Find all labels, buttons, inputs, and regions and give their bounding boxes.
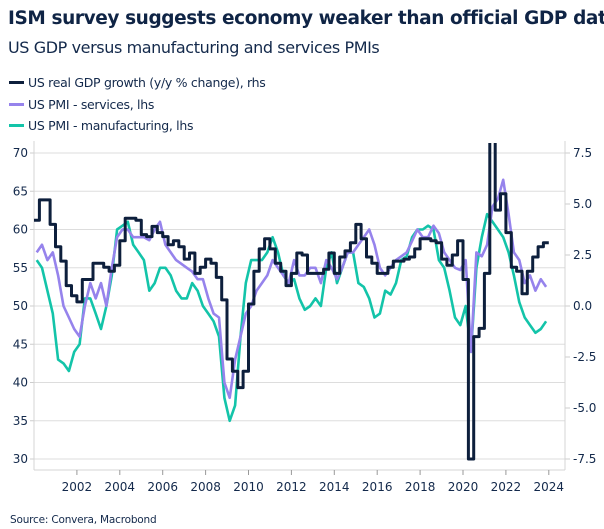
left-axis-label: 35: [13, 414, 28, 428]
right-axis-label: 0.0: [573, 299, 592, 313]
legend-item-gdp: US real GDP growth (y/y % change), rhs: [9, 72, 266, 94]
series-line-0: [34, 143, 549, 461]
legend-item-manufacturing: US PMI - manufacturing, lhs: [9, 115, 266, 137]
series-line-1: [35, 178, 548, 400]
right-axis-label: 5.0: [573, 197, 592, 211]
x-axis-label: 2004: [105, 480, 136, 494]
x-axis-label: 2020: [448, 480, 479, 494]
legend-swatch-gdp: [9, 81, 24, 85]
chart-title: ISM survey suggests economy weaker than …: [8, 8, 604, 29]
x-axis-label: 2014: [319, 480, 350, 494]
x-axis-label: 2018: [405, 480, 436, 494]
right-axis-label: 2.5: [573, 248, 592, 262]
x-axis-label: 2012: [276, 480, 307, 494]
source-note: Source: Convera, Macrobond: [10, 514, 157, 526]
right-axis-label: -5.0: [573, 401, 596, 415]
right-axis-label: -2.5: [573, 350, 596, 364]
left-axis-label: 60: [13, 223, 28, 237]
legend: US real GDP growth (y/y % change), rhs U…: [9, 72, 266, 137]
legend-item-services: US PMI - services, lhs: [9, 94, 266, 116]
legend-swatch-services: [9, 102, 24, 106]
legend-label-services: US PMI - services, lhs: [28, 96, 155, 112]
x-axis-label: 2002: [62, 480, 93, 494]
x-axis-label: 2010: [233, 480, 264, 494]
left-axis-label: 45: [13, 337, 28, 351]
x-axis-label: 2008: [190, 480, 221, 494]
left-axis-label: 55: [13, 261, 28, 275]
legend-label-manufacturing: US PMI - manufacturing, lhs: [28, 118, 194, 134]
x-axis-label: 2024: [534, 480, 565, 494]
legend-label-gdp: US real GDP growth (y/y % change), rhs: [28, 75, 266, 91]
left-axis-label: 50: [13, 299, 28, 313]
x-axis-label: 2022: [491, 480, 522, 494]
left-axis-label: 70: [13, 146, 28, 160]
chart-subtitle: US GDP versus manufacturing and services…: [8, 38, 380, 57]
legend-swatch-manufacturing: [9, 124, 24, 128]
left-axis-label: 40: [13, 376, 28, 390]
x-axis-label: 2006: [147, 480, 178, 494]
left-axis-label: 30: [13, 452, 28, 466]
right-axis-label: -7.5: [573, 452, 596, 466]
x-axis-label: 2016: [362, 480, 393, 494]
left-axis-label: 65: [13, 184, 28, 198]
right-axis-label: 7.5: [573, 146, 592, 160]
